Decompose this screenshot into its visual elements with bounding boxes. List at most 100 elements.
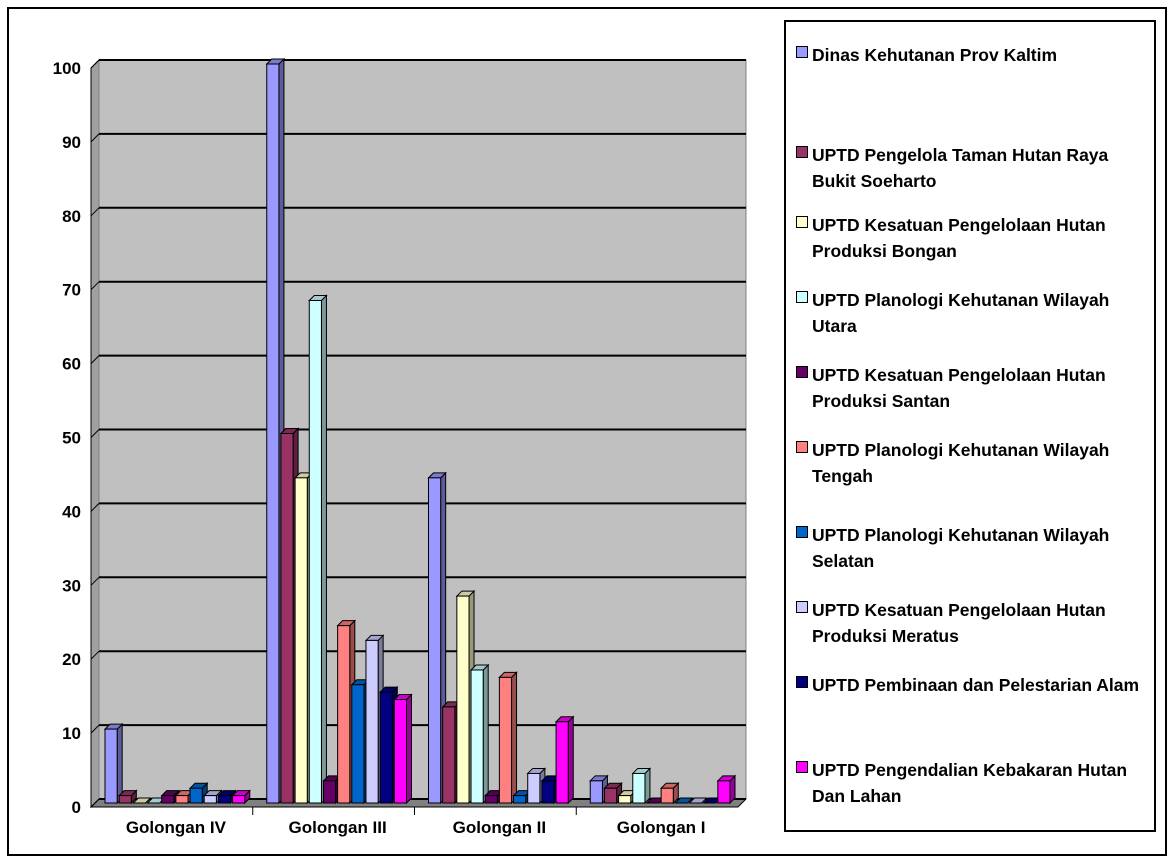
legend-swatch (796, 46, 808, 58)
bar (351, 684, 365, 804)
bar (555, 721, 569, 804)
bar (632, 772, 646, 804)
y-tick-label: 80 (62, 207, 81, 226)
legend-item: UPTD Pembinaan dan Pelestarian Alam (796, 672, 1151, 698)
bar-side (482, 663, 489, 805)
bar (618, 795, 632, 804)
gridline-side (90, 207, 100, 217)
legend-swatch (796, 216, 808, 228)
chart-frame: 0 10 20 30 40 50 60 70 80 90 100 Golongan IV Golonga… (7, 7, 1167, 856)
bar-side (116, 722, 123, 805)
y-tick-label: 60 (62, 355, 81, 374)
legend-label: UPTD Kesatuan Pengelolaan Hutan Produksi… (812, 600, 1106, 646)
legend-item: UPTD Kesatuan Pengelolaan Hutan Produksi… (796, 212, 1151, 264)
y-tick-label: 0 (72, 798, 81, 817)
legend-item: UPTD Planologi Kehutanan Wilayah Tengah (796, 437, 1151, 489)
bar (175, 795, 189, 804)
legend-swatch (796, 366, 808, 378)
legend-label: UPTD Pembinaan dan Pelestarian Alam (812, 675, 1140, 695)
bar-chart: 0 10 20 30 40 50 60 70 80 90 100 Golongan IV Golonga… (53, 57, 748, 837)
legend: Dinas Kehutanan Prov Kaltim UPTD Pengelol… (784, 20, 1156, 832)
legend-label: Dinas Kehutanan Prov Kaltim (812, 45, 1058, 65)
y-tick-label: 70 (62, 281, 81, 300)
legend-swatch (796, 601, 808, 613)
bar (541, 780, 555, 804)
bar-side (406, 693, 412, 805)
bar (428, 477, 442, 804)
bar (603, 787, 618, 804)
gridline-side (90, 503, 100, 512)
bar-top (674, 797, 694, 804)
y-tick-label: 10 (62, 724, 81, 743)
bar (280, 433, 294, 804)
gridline-side (90, 133, 100, 143)
bar (189, 787, 203, 804)
bar (660, 787, 674, 804)
bar (589, 780, 603, 804)
bar (322, 780, 337, 804)
y-tick-label: 100 (53, 59, 81, 78)
bar (442, 706, 456, 804)
legend-swatch (796, 291, 808, 303)
gridline-side (90, 724, 100, 734)
bar-side (644, 767, 651, 805)
legend-label: UPTD Pengendalian Kebakaran Hutan Dan La… (812, 760, 1128, 806)
x-tick-label: Golongan II (453, 818, 547, 837)
bar (118, 795, 132, 804)
legend-swatch (796, 526, 808, 538)
bar (161, 795, 175, 804)
legend-label: UPTD Planologi Kehutanan Wilayah Utara (812, 290, 1110, 336)
legend-item: UPTD Pengelola Taman Hutan Raya Bukit So… (796, 142, 1151, 194)
gridline-side (90, 281, 100, 291)
bar (379, 691, 393, 804)
bar (456, 595, 470, 804)
legend-label: UPTD Pengelola Taman Hutan Raya Bukit So… (812, 145, 1109, 191)
bar (232, 795, 246, 804)
legend-label: UPTD Kesatuan Pengelolaan Hutan Produksi… (812, 365, 1106, 411)
legend-item: UPTD Kesatuan Pengelolaan Hutan Produksi… (796, 362, 1151, 414)
bar (513, 795, 527, 804)
bar (484, 795, 498, 804)
bar (294, 477, 308, 804)
x-tick-label: Golongan III (289, 818, 387, 837)
bar (266, 63, 280, 804)
legend-swatch (796, 676, 808, 688)
legend-label: UPTD Kesatuan Pengelolaan Hutan Produksi… (812, 215, 1106, 261)
legend-item: UPTD Planologi Kehutanan Wilayah Selatan (796, 522, 1151, 574)
gridline-side (90, 798, 100, 808)
x-tick-label: Golongan IV (126, 818, 227, 837)
gridline-side (90, 429, 100, 438)
bar (203, 795, 217, 804)
legend-swatch (796, 761, 808, 773)
y-tick-label: 90 (62, 133, 81, 152)
bar-top (132, 797, 152, 804)
bar (498, 676, 513, 804)
y-tick-label: 30 (62, 576, 81, 595)
bar (393, 699, 408, 804)
bar (717, 780, 731, 804)
bar-side (511, 671, 518, 805)
gridline-side (90, 59, 100, 69)
bar (104, 728, 118, 804)
gridline-side (90, 576, 100, 586)
legend-label: UPTD Planologi Kehutanan Wilayah Selatan (812, 525, 1110, 571)
legend-item: UPTD Pengendalian Kebakaran Hutan Dan La… (796, 757, 1151, 809)
bar (337, 625, 351, 804)
x-tick-label: Golongan I (617, 818, 706, 837)
legend-swatch (796, 146, 808, 158)
bar (527, 772, 541, 804)
legend-label: UPTD Planologi Kehutanan Wilayah Tengah (812, 440, 1110, 486)
y-tick-label: 40 (62, 502, 81, 521)
bar (308, 299, 322, 804)
y-tick-label: 20 (62, 650, 81, 669)
legend-item: UPTD Kesatuan Pengelolaan Hutan Produksi… (796, 597, 1151, 649)
bar-top (688, 797, 708, 804)
bar (470, 669, 484, 804)
legend-item: Dinas Kehutanan Prov Kaltim (796, 42, 1151, 68)
y-tick-label: 50 (62, 429, 81, 448)
bar-side (320, 294, 327, 805)
bar (365, 639, 379, 804)
bar-side (567, 715, 574, 805)
legend-item: UPTD Planologi Kehutanan Wilayah Utara (796, 287, 1151, 339)
gridline-side (90, 355, 100, 364)
